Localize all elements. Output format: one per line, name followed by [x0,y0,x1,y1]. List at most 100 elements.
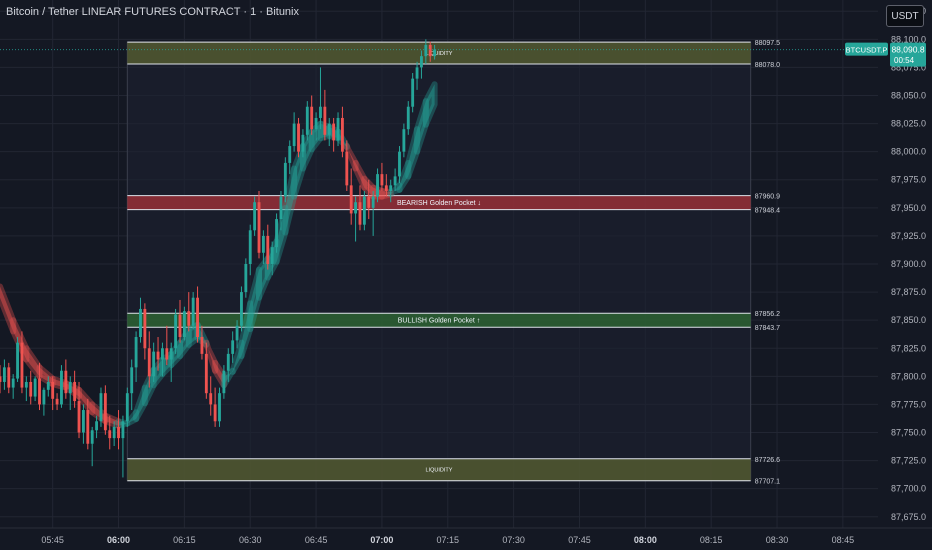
candle [29,381,33,397]
y-tick-label: 87,725.0 [891,456,926,466]
candle [77,401,81,433]
candle [358,202,362,225]
candle [121,421,125,439]
x-tick-label: 07:00 [370,535,393,545]
zone-label: BULLISH Golden Pocket ↑ [398,318,481,325]
candle [156,351,160,360]
candle [402,129,406,152]
candle [33,378,37,397]
candle [393,176,397,186]
candle [152,351,156,377]
candle [108,430,112,439]
zone-bottom-price: 87707.1 [755,479,780,486]
zone-liquidity [127,42,751,65]
candle [319,106,322,118]
zone-top-price: 88097.5 [755,40,780,47]
y-tick-label: 87,900.0 [891,259,926,269]
candle [103,393,107,431]
candle [279,196,283,220]
candle [433,49,437,57]
time-axis-bg [0,528,932,550]
candle [301,134,305,152]
candle [0,376,2,382]
candle [248,230,252,264]
candle [55,398,59,405]
candle [275,219,278,248]
zone-bearish [127,195,751,210]
ma-ribbon-segment [414,98,429,155]
ma-ribbon-segment [256,255,271,301]
candle [235,325,239,341]
range-box [126,41,752,482]
price-tag-countdown: 00:54 [894,56,915,65]
candle [134,337,138,368]
ma-ribbon-segment [176,326,192,360]
candle [327,123,331,135]
candle [174,314,178,349]
symbol-tag-bg [845,42,888,56]
candle [38,378,41,405]
x-tick-label: 06:45 [305,535,328,545]
candle [314,117,318,130]
x-tick-label: 08:00 [634,535,657,545]
candle [16,342,19,379]
y-tick-label: 87,850.0 [891,315,926,325]
candle [231,340,235,354]
x-tick-label: 06:30 [239,535,262,545]
candle [24,381,28,388]
ma-ribbon-segment [352,159,368,191]
candle [354,202,358,214]
candle [371,196,375,208]
candle [310,106,314,130]
candle [270,247,274,264]
y-tick-label: 87,950.0 [891,203,926,213]
candle [367,196,371,208]
candle [222,370,226,394]
candle [305,106,309,135]
candle [257,202,261,253]
y-tick-label: 88,075.0 [891,62,926,72]
candle [200,337,204,354]
candle [415,67,419,79]
candle [165,348,169,360]
candle [323,106,327,135]
candle [398,151,401,177]
candle [340,117,344,152]
y-tick-label: 87,775.0 [891,399,926,409]
ma-ribbon-segment [405,126,421,180]
y-tick-label: 87,800.0 [891,371,926,381]
candle [7,367,11,388]
ma-ribbon-segment [299,128,315,172]
x-tick-label: 07:45 [568,535,591,545]
y-tick-label: 88,050.0 [891,90,926,100]
candle [20,342,24,388]
x-tick-label: 08:15 [700,535,723,545]
x-tick-label: 08:30 [766,535,789,545]
candle [182,311,186,338]
x-tick-label: 05:45 [41,535,64,545]
candle [261,235,265,253]
candle [112,426,116,439]
candle [11,378,15,388]
currency-button[interactable]: USDT [886,5,924,27]
candle [81,410,85,433]
candle [143,308,147,349]
candle [178,314,182,338]
chart-title: Bitcoin / Tether LINEAR FUTURES CONTRACT… [6,6,299,18]
candle [60,370,63,405]
candle [218,393,221,422]
zone-top-price: 87960.9 [755,194,780,201]
candle [125,393,129,422]
candle [46,381,50,390]
candle [213,404,217,422]
x-tick-label: 07:30 [502,535,525,545]
candle [187,311,191,326]
candle [169,348,173,360]
candle [420,56,423,68]
ma-ribbon-segment [229,339,245,375]
y-tick-label: 88,100.0 [891,34,926,44]
ma-ribbon-segment [124,409,140,427]
y-tick-label: 87,825.0 [891,343,926,353]
candle [209,393,213,405]
